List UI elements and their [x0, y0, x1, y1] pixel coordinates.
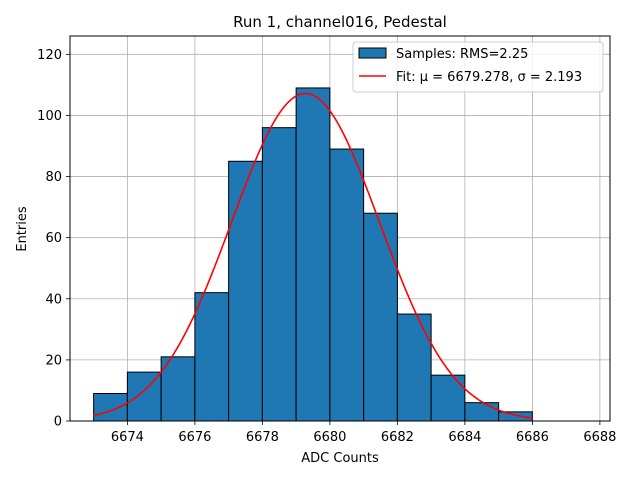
x-tick-label: 6686: [516, 430, 549, 445]
legend-samples-swatch: [358, 47, 387, 59]
fit-curve: [93, 92, 533, 419]
histogram-bar: [363, 212, 398, 422]
histogram-bar: [295, 87, 331, 422]
y-axis-ticks: 0 20 40 60 80 100 120: [37, 48, 70, 430]
y-tick-label: 40: [45, 292, 62, 307]
histogram-bars: [93, 87, 533, 422]
x-tick-label: 6684: [448, 430, 481, 445]
x-tick-label: 6680: [313, 430, 346, 445]
y-axis-label: Entries: [15, 206, 30, 252]
histogram-bar: [194, 292, 230, 422]
x-axis-label: ADC Counts: [301, 451, 379, 466]
legend: Samples: RMS=2.25 Fit: μ = 6679.278, σ =…: [352, 41, 604, 93]
chart-title: Run 1, channel016, Pedestal: [233, 13, 447, 31]
y-tick-label: 0: [54, 415, 62, 430]
x-axis-ticks: 6674 6676 6678 6680 6682 6684 6686 6688: [111, 421, 616, 445]
histogram-bar: [261, 127, 297, 422]
histogram-bar: [396, 313, 432, 422]
x-tick-label: 6678: [246, 430, 279, 445]
y-tick-label: 60: [45, 231, 62, 246]
histogram-bar: [228, 160, 263, 422]
legend-fit-label: Fit: μ = 6679.278, σ = 2.193: [396, 70, 582, 85]
plot-frame: [69, 35, 611, 422]
legend-box: [352, 41, 604, 93]
histogram-bar: [430, 374, 466, 422]
legend-samples-label: Samples: RMS=2.25: [396, 47, 528, 62]
x-tick-label: 6688: [583, 430, 616, 445]
fit-curve-group: [93, 92, 533, 419]
y-tick-label: 120: [37, 48, 62, 63]
histogram-bar: [329, 148, 365, 422]
histogram-bar: [93, 393, 128, 422]
x-tick-label: 6682: [381, 430, 414, 445]
histogram-bar: [498, 411, 533, 422]
histogram-bar: [464, 402, 500, 422]
x-tick-label: 6674: [111, 430, 144, 445]
histogram-bar: [126, 371, 162, 422]
y-tick-label: 100: [37, 109, 62, 124]
y-tick-label: 20: [45, 353, 62, 368]
y-tick-label: 80: [45, 170, 62, 185]
x-tick-label: 6676: [178, 430, 211, 445]
